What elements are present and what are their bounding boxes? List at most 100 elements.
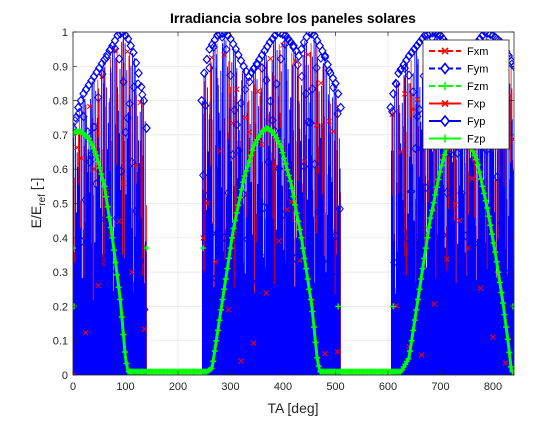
fxm-marker bbox=[116, 218, 123, 225]
fym-marker bbox=[140, 304, 149, 315]
fzp-marker bbox=[432, 191, 439, 198]
fzp-marker bbox=[306, 286, 313, 293]
y-tick-label: 0.9 bbox=[53, 61, 68, 73]
fxm-marker bbox=[212, 259, 219, 265]
fzp-marker bbox=[304, 275, 311, 282]
fym-marker bbox=[262, 75, 271, 85]
fzp-marker bbox=[276, 140, 283, 147]
fxm-marker bbox=[82, 329, 89, 336]
fzp-marker bbox=[490, 240, 497, 247]
fzp-marker bbox=[418, 275, 425, 282]
y-tick-label: 0.4 bbox=[53, 233, 68, 245]
fzp-marker bbox=[85, 135, 92, 142]
fzp-marker bbox=[236, 194, 243, 201]
fyp-envelope-marker bbox=[202, 54, 212, 65]
fyp-envelope-marker bbox=[323, 59, 332, 70]
fym-marker bbox=[224, 188, 233, 198]
fym-marker bbox=[331, 231, 340, 241]
fxm-marker bbox=[292, 58, 299, 64]
fym-marker bbox=[434, 277, 443, 287]
fyp-envelope-marker bbox=[126, 40, 136, 51]
fzp-marker bbox=[473, 156, 480, 163]
fyp-envelope-marker bbox=[336, 102, 346, 113]
fym-marker bbox=[215, 282, 225, 292]
legend-entry: Fyp bbox=[429, 114, 485, 128]
fxm-marker bbox=[511, 136, 514, 143]
fyp-envelope-marker bbox=[415, 37, 424, 48]
fym-marker bbox=[100, 254, 109, 265]
fzp-marker bbox=[429, 207, 436, 214]
fzp-marker bbox=[287, 178, 294, 185]
fzp-marker bbox=[485, 213, 492, 220]
fym-marker bbox=[112, 213, 122, 223]
fym-marker bbox=[329, 82, 338, 93]
fym-marker bbox=[278, 209, 288, 220]
fym-marker bbox=[497, 218, 506, 229]
fxm-marker bbox=[418, 352, 425, 358]
fxm-marker bbox=[305, 51, 312, 58]
y-axis-label-unit: [-] bbox=[28, 178, 44, 190]
fzp-marker bbox=[290, 193, 297, 200]
fzp-marker bbox=[120, 331, 127, 338]
fzp-marker bbox=[471, 152, 478, 159]
fyp-envelope-marker bbox=[113, 32, 122, 41]
fzp-marker bbox=[104, 203, 111, 210]
fzp-marker bbox=[414, 296, 421, 303]
fzp-marker bbox=[413, 306, 420, 313]
fxm-marker bbox=[301, 158, 307, 165]
fyp-envelope-marker bbox=[199, 68, 209, 79]
fym-marker bbox=[75, 107, 84, 118]
fzp-marker bbox=[441, 151, 448, 158]
y-tick-label: 0.5 bbox=[53, 199, 68, 211]
fym-marker bbox=[442, 187, 451, 198]
fzp-marker bbox=[88, 142, 95, 149]
fzp-marker bbox=[411, 317, 418, 324]
fyp-envelope-marker bbox=[331, 78, 340, 89]
fym-marker bbox=[131, 206, 141, 217]
fzp-marker bbox=[87, 138, 94, 145]
fzp-marker bbox=[299, 245, 306, 252]
fym-marker bbox=[493, 172, 502, 182]
fzp-marker bbox=[210, 358, 217, 365]
fxm-marker bbox=[267, 55, 274, 62]
fym-marker bbox=[474, 238, 483, 249]
fym-marker bbox=[398, 279, 407, 289]
fym-marker bbox=[234, 145, 244, 156]
fxm-marker bbox=[91, 166, 97, 173]
fym-marker bbox=[301, 88, 311, 99]
legend-entry: Fym bbox=[429, 62, 488, 76]
fxm-marker bbox=[120, 180, 127, 187]
fym-marker bbox=[245, 77, 254, 87]
fzp-marker bbox=[310, 323, 317, 330]
fzp-marker bbox=[436, 168, 443, 175]
fxm-marker bbox=[389, 111, 396, 118]
fzp-marker bbox=[117, 296, 124, 303]
legend-marker-fxp bbox=[441, 99, 449, 108]
fym-marker bbox=[205, 63, 214, 73]
fzp-marker bbox=[438, 162, 445, 169]
x-tick-label: 100 bbox=[116, 381, 134, 393]
fzp-marker bbox=[92, 149, 99, 156]
legend-label-fxm: Fxm bbox=[467, 46, 488, 58]
y-tick-label: 1 bbox=[62, 27, 68, 39]
fzp-marker bbox=[277, 144, 284, 151]
fym-marker bbox=[73, 320, 78, 331]
fxm-marker bbox=[225, 306, 232, 313]
y-tick-label: 0.2 bbox=[53, 301, 68, 313]
y-axis-label: E/Eref [-] bbox=[28, 178, 48, 229]
fym-marker bbox=[222, 44, 231, 55]
fym-marker bbox=[89, 122, 99, 132]
fxm-marker bbox=[141, 326, 148, 333]
fzp-marker bbox=[240, 179, 247, 186]
fzp-marker bbox=[295, 218, 302, 225]
legend: Fxm Fym Fzm Fxp Fyp Fzp bbox=[422, 39, 510, 150]
fzp-marker bbox=[293, 210, 300, 217]
fym-marker bbox=[297, 71, 307, 82]
fyp-envelope-marker bbox=[428, 32, 437, 38]
y-axis-label-sub: ref bbox=[37, 194, 48, 206]
fzp-marker bbox=[90, 145, 97, 152]
fzp-marker bbox=[233, 209, 240, 216]
fym-marker bbox=[121, 127, 130, 138]
fzp-marker bbox=[484, 204, 491, 211]
legend-box bbox=[422, 39, 510, 150]
